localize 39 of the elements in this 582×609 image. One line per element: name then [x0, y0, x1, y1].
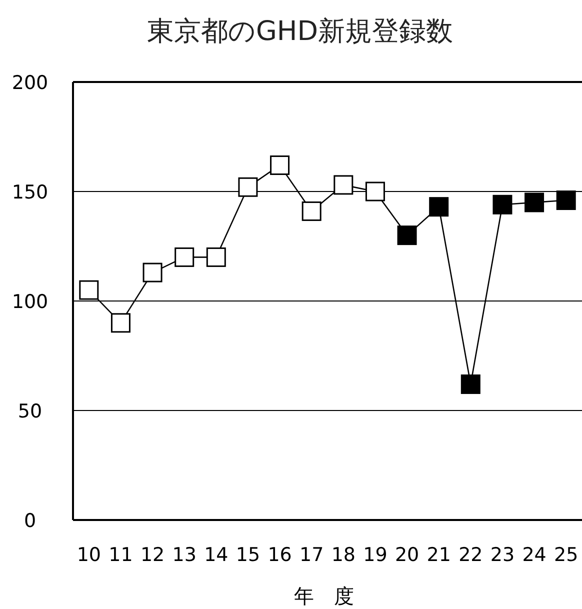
point [302, 201, 322, 221]
point [492, 194, 512, 214]
x-tick-label: 22 [458, 544, 483, 566]
point [270, 155, 290, 175]
x-tick-label: 14 [204, 544, 228, 566]
x-tick-label: 13 [172, 544, 196, 566]
x-tick-label: 20 [394, 544, 420, 566]
point [79, 280, 99, 300]
point [206, 247, 226, 267]
x-tick-label: 25 [554, 544, 578, 566]
x-tick-label: 17 [300, 544, 324, 566]
point [556, 190, 576, 210]
x-tick-label: 10 [76, 544, 101, 566]
point [238, 177, 258, 197]
x-tick-label: 15 [236, 544, 260, 566]
point [429, 197, 449, 217]
point [365, 182, 385, 202]
x-tick-label: 19 [363, 544, 388, 566]
point [174, 247, 194, 267]
point [110, 313, 130, 333]
y-tick-label: 50 [18, 400, 42, 422]
x-tick-label: 11 [108, 544, 133, 566]
point [397, 226, 417, 246]
y-tick-label: 100 [12, 291, 48, 313]
y-tick-label: 0 [24, 510, 36, 532]
x-tick-label: 21 [426, 544, 451, 566]
point [460, 374, 480, 394]
y-tick-label: 200 [12, 72, 48, 94]
x-tick-label: 24 [522, 544, 546, 566]
x-tick-label: 12 [140, 544, 165, 566]
point [142, 262, 162, 282]
x-tick-label: 23 [490, 544, 515, 566]
x-tick-label: 18 [331, 544, 356, 566]
point [334, 175, 354, 195]
chart-title: 東京都のGHD新規登録数 [146, 16, 454, 47]
y-tick-label: 150 [12, 182, 48, 204]
x-axis-title: 年 度 [294, 584, 354, 608]
x-tick-label: 16 [268, 544, 292, 566]
point [524, 192, 544, 212]
